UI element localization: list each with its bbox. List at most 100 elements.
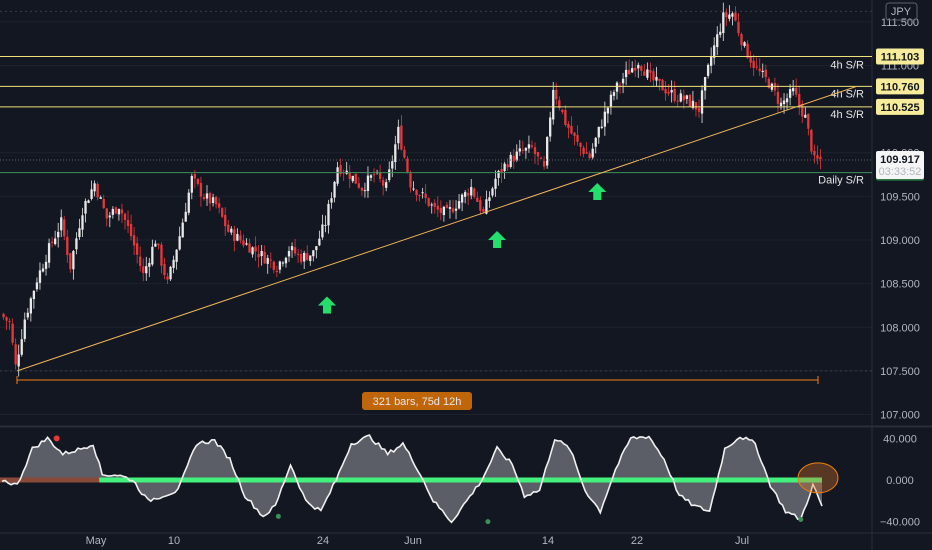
candle-body xyxy=(102,198,105,208)
candle-body xyxy=(26,312,29,318)
candle-body xyxy=(87,200,90,203)
candle-body xyxy=(296,253,300,255)
price-tags: 111.103110.760110.525109.772109.91703:33… xyxy=(0,48,924,181)
time-tick: Jun xyxy=(404,535,422,547)
candle-body xyxy=(421,192,424,194)
candle-body xyxy=(573,132,576,136)
candle-body xyxy=(655,76,658,81)
price-tag-box xyxy=(876,78,924,95)
current-price-box xyxy=(876,150,924,179)
candle-body xyxy=(309,255,312,262)
candle-body xyxy=(424,193,427,199)
candle-body xyxy=(813,150,816,156)
candle-body xyxy=(761,70,764,73)
candle-body xyxy=(199,182,203,197)
trendline[interactable] xyxy=(17,85,858,372)
candle-body xyxy=(795,87,798,95)
candle-body xyxy=(782,100,786,105)
candle-body xyxy=(17,354,20,367)
time-tick: 22 xyxy=(631,535,643,547)
candle-body xyxy=(284,257,288,264)
candle-body xyxy=(634,67,637,71)
time-axis[interactable]: May 10 24 Jun 14 22 Jul xyxy=(86,535,749,547)
candle-body xyxy=(570,125,573,134)
candle-body xyxy=(418,195,421,197)
candle-body xyxy=(585,152,588,154)
candle-body xyxy=(752,60,755,69)
sr-label: 4h S/R xyxy=(830,88,864,100)
candle-body xyxy=(236,233,239,241)
candle-body xyxy=(615,82,619,92)
candle-body xyxy=(767,78,771,89)
sr-levels[interactable]: 4h S/R 4h S/R 4h S/R Daily S/R xyxy=(0,55,872,187)
candle-body xyxy=(224,214,227,227)
oscillator-pane[interactable] xyxy=(0,434,839,525)
candle-body xyxy=(84,200,87,214)
candle-body xyxy=(72,250,75,270)
candle-body xyxy=(75,238,78,250)
time-tick: Jul xyxy=(735,535,749,547)
candle-body xyxy=(631,68,634,73)
candle-body xyxy=(536,152,540,157)
candle-body xyxy=(713,45,716,58)
candle-body xyxy=(299,253,303,263)
candles xyxy=(2,2,822,377)
candle-body xyxy=(779,102,783,106)
candle-body xyxy=(582,147,585,154)
range-measure[interactable]: 321 bars, 75d 12h xyxy=(16,376,819,410)
candle-body xyxy=(609,94,613,107)
candle-body xyxy=(445,204,449,208)
candle-body xyxy=(512,155,515,162)
candle-body xyxy=(476,197,479,202)
candle-body xyxy=(624,69,628,78)
candle-body xyxy=(637,64,640,69)
currency-badge[interactable]: JPY xyxy=(885,2,918,21)
candle-body xyxy=(175,249,178,262)
candle-body xyxy=(11,323,14,343)
candle-body xyxy=(743,42,746,47)
candle-body xyxy=(503,163,506,172)
candle-body xyxy=(306,253,309,261)
candle-body xyxy=(460,194,464,203)
candle-body xyxy=(221,208,224,217)
candle-body xyxy=(545,137,549,166)
candle-body xyxy=(108,215,111,218)
candle-body xyxy=(442,206,446,216)
price-tag: 110.525 xyxy=(880,102,919,114)
range-label-box xyxy=(362,392,472,410)
candle-body xyxy=(78,228,81,238)
candle-body xyxy=(2,313,5,318)
candle-body xyxy=(278,261,282,270)
trendline-line[interactable] xyxy=(17,85,858,372)
sr-label: 4h S/R xyxy=(830,59,864,71)
candle-body xyxy=(400,125,403,150)
osc-trough-dot xyxy=(275,513,281,519)
candle-body xyxy=(327,203,330,226)
candle-body xyxy=(60,217,63,231)
candle-body xyxy=(403,149,406,158)
candle-body xyxy=(542,160,546,167)
candle-body xyxy=(230,228,233,233)
candle-body xyxy=(497,170,500,178)
candle-body xyxy=(318,238,321,246)
candle-body xyxy=(132,235,136,246)
candle-body xyxy=(722,12,725,34)
price-tick: 107.500 xyxy=(880,366,920,378)
time-tick: May xyxy=(86,535,107,547)
osc-highlight-ellipse[interactable] xyxy=(797,462,839,494)
countdown-timer: 03:33:52 xyxy=(879,166,922,178)
candle-body xyxy=(436,205,439,210)
candle-body xyxy=(697,108,701,112)
candle-body xyxy=(576,134,579,142)
candle-body xyxy=(588,153,591,159)
candle-body xyxy=(667,91,670,94)
candle-body xyxy=(801,103,804,117)
candle-body xyxy=(700,90,704,114)
candle-body xyxy=(473,188,476,197)
candle-body xyxy=(558,100,561,108)
candle-body xyxy=(579,143,582,148)
candle-body xyxy=(709,56,713,66)
candle-body xyxy=(719,31,722,35)
candle-body xyxy=(728,14,731,19)
